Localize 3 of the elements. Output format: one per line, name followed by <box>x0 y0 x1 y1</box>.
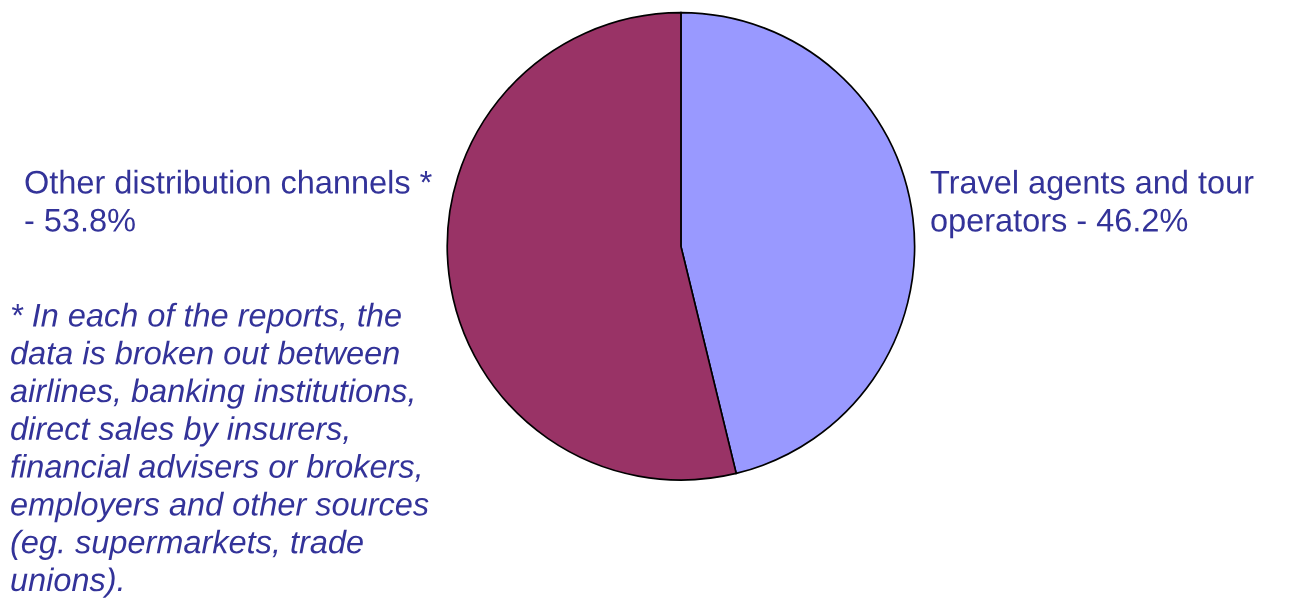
slice-label: Travel agents and tour operators - 46.2% <box>930 169 1254 239</box>
slice-label: Other distribution channels * - 53.8% <box>25 169 432 232</box>
text: * In each of the reports, the data is broken out between airlines, banking institutions, direct sales by insurers, financial advisers or brokers, employers and other sources (eg. supermarkets, trade unions). <box>10 302 429 598</box>
